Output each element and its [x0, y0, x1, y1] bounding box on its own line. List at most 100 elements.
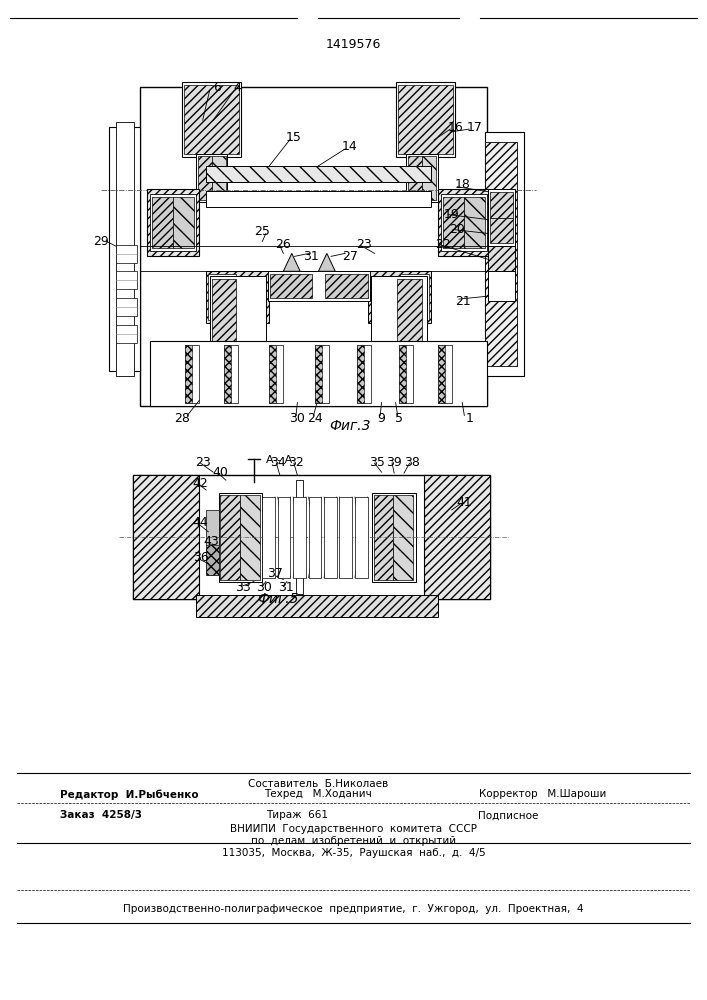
Bar	[315, 345, 329, 403]
Bar	[152, 197, 173, 248]
Bar	[269, 345, 284, 403]
Text: 41: 41	[457, 496, 472, 509]
Bar	[373, 493, 416, 582]
Text: 17: 17	[466, 121, 482, 134]
Bar	[441, 194, 487, 251]
Text: 15: 15	[286, 131, 302, 144]
Bar	[198, 156, 212, 200]
Bar	[309, 497, 321, 578]
Text: 28: 28	[174, 412, 189, 425]
Text: 29: 29	[93, 235, 109, 248]
Text: 32: 32	[288, 456, 304, 469]
Text: 30: 30	[289, 412, 305, 425]
Bar	[490, 192, 513, 218]
Bar	[438, 345, 452, 403]
Bar	[206, 166, 431, 182]
Text: 16: 16	[448, 121, 463, 134]
Text: Корректор   М.Шароши: Корректор М.Шароши	[479, 789, 607, 799]
Bar	[210, 276, 266, 366]
Bar	[324, 497, 337, 578]
Bar	[184, 85, 239, 154]
Bar	[150, 341, 487, 406]
Text: 14: 14	[342, 140, 358, 153]
Bar	[488, 189, 515, 246]
Text: 33: 33	[235, 581, 251, 594]
Text: Техред   М.Ходанич: Техред М.Ходанич	[264, 789, 373, 799]
Bar	[371, 276, 427, 366]
Text: 35: 35	[369, 456, 385, 469]
Text: A - A: A - A	[266, 455, 292, 465]
Bar	[325, 274, 368, 298]
Bar	[196, 154, 227, 202]
Text: 113035,  Москва,  Ж-35,  Раушская  наб.,  д.  4/5: 113035, Москва, Ж-35, Раушская наб., д. …	[222, 848, 485, 858]
Bar	[438, 345, 445, 403]
Bar	[117, 122, 134, 376]
Bar	[206, 191, 431, 207]
Text: 18: 18	[455, 178, 470, 191]
Bar	[406, 154, 438, 202]
Text: 27: 27	[342, 250, 358, 263]
Text: Редактор  И.Рыбченко: Редактор И.Рыбченко	[59, 789, 199, 800]
Bar	[117, 298, 137, 316]
Bar	[408, 156, 422, 200]
Bar	[132, 475, 199, 599]
Bar	[173, 197, 194, 248]
Bar	[438, 189, 490, 256]
Bar	[212, 156, 226, 200]
Text: 34: 34	[271, 456, 286, 469]
Bar	[422, 156, 436, 200]
Text: 1419576: 1419576	[326, 38, 381, 51]
Bar	[262, 497, 275, 578]
Text: 37: 37	[267, 567, 283, 580]
Text: Составитель  Б.Николаев: Составитель Б.Николаев	[248, 779, 389, 789]
Bar	[488, 246, 515, 271]
Bar	[269, 345, 276, 403]
Text: 43: 43	[203, 535, 219, 548]
Text: 9: 9	[378, 412, 385, 425]
Bar	[185, 345, 192, 403]
Text: 40: 40	[212, 466, 228, 479]
Text: 38: 38	[404, 456, 420, 469]
Bar	[315, 345, 322, 403]
Bar	[357, 345, 371, 403]
Bar	[223, 345, 238, 403]
Bar	[139, 87, 487, 406]
Bar	[146, 189, 199, 256]
Bar	[240, 495, 259, 580]
Bar	[223, 345, 230, 403]
Bar	[110, 127, 139, 371]
Bar	[400, 274, 428, 320]
Bar	[394, 495, 413, 580]
Bar	[132, 475, 490, 599]
Bar	[117, 271, 137, 289]
Text: 31: 31	[278, 581, 293, 594]
Bar	[397, 279, 421, 363]
Bar	[355, 497, 368, 578]
Bar	[368, 271, 431, 323]
Text: 25: 25	[255, 225, 270, 238]
Text: Заказ  4258/3: Заказ 4258/3	[60, 810, 142, 820]
Text: 42: 42	[193, 477, 209, 490]
Text: 1: 1	[465, 412, 473, 425]
Bar	[488, 271, 515, 301]
Bar	[206, 545, 219, 575]
Bar	[374, 495, 394, 580]
Text: 21: 21	[455, 295, 471, 308]
Text: 22: 22	[436, 238, 451, 251]
Polygon shape	[284, 253, 300, 271]
Bar	[357, 345, 364, 403]
Text: Фиг.3: Фиг.3	[329, 419, 370, 433]
Bar	[293, 497, 306, 578]
Bar	[185, 345, 199, 403]
Bar	[150, 194, 196, 251]
Text: 30: 30	[257, 581, 272, 594]
Bar	[117, 325, 137, 343]
Bar	[268, 271, 370, 301]
Bar	[399, 345, 413, 403]
Text: ВНИИПИ  Государственного  комитета  СССР: ВНИИПИ Государственного комитета СССР	[230, 824, 477, 834]
Text: по  делам  изобретений  и  открытий: по делам изобретений и открытий	[251, 836, 456, 846]
Text: 4: 4	[234, 81, 242, 94]
Bar	[486, 142, 517, 366]
Text: 6: 6	[213, 81, 221, 94]
Text: Производственно-полиграфическое  предприятие,  г.  Ужгород,  ул.  Проектная,  4: Производственно-полиграфическое предприя…	[123, 904, 584, 914]
